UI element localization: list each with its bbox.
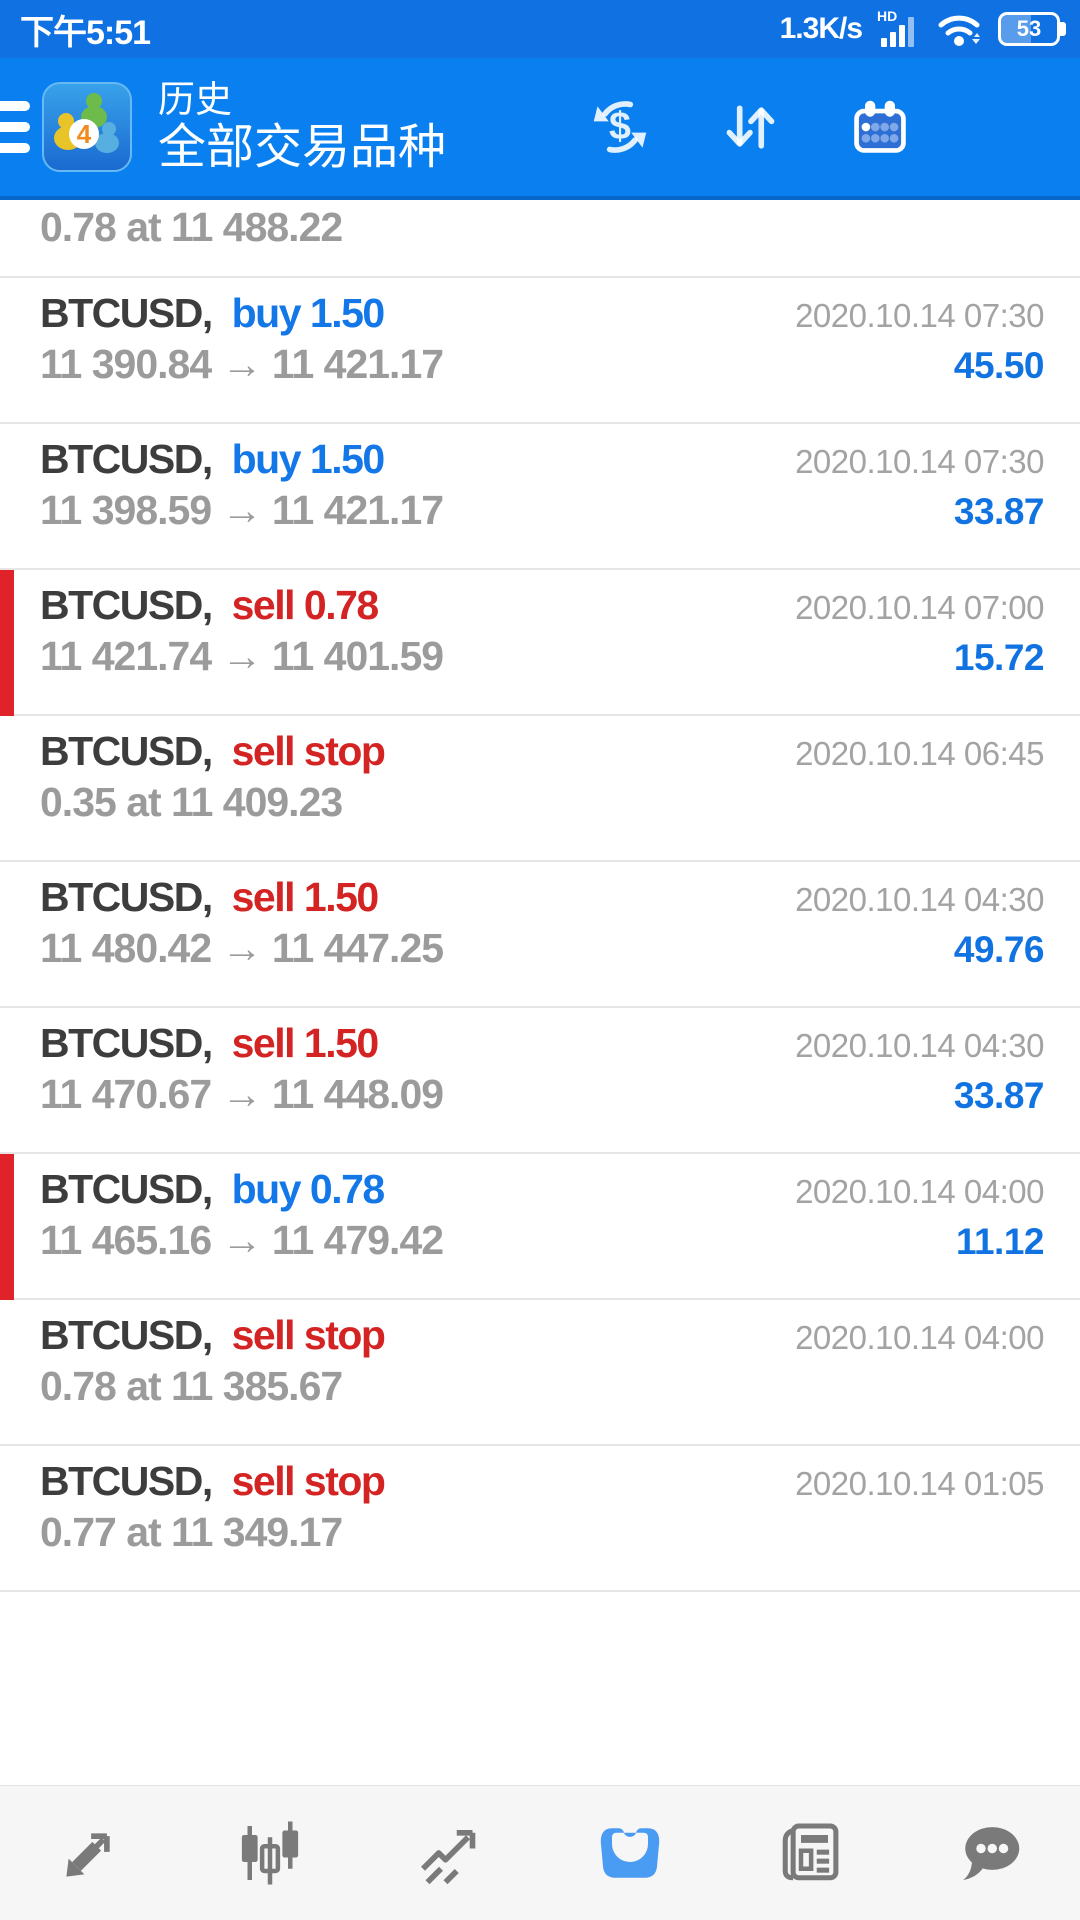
nav-history-icon[interactable] <box>540 1817 720 1889</box>
trade-symbol: BTCUSD, <box>40 436 222 482</box>
trade-datetime: 2020.10.14 07:00 <box>795 589 1044 626</box>
bottom-nav <box>0 1785 1080 1920</box>
battery-level: 53 <box>1016 16 1042 41</box>
trade-datetime: 2020.10.14 04:00 <box>795 1173 1044 1210</box>
trade-profit: 49.76 <box>953 929 1045 970</box>
trade-prices: 11 398.59 → 11 421.17 <box>40 487 444 533</box>
trade-action: sell 0.78 <box>231 582 380 628</box>
nav-news-icon[interactable] <box>720 1817 900 1889</box>
trade-history-row[interactable]: BTCUSD, sell 0.78 2020.10.14 07:00 11 42… <box>0 570 1080 716</box>
trade-prices: 11 421.74 → 11 401.59 <box>40 633 444 679</box>
menu-icon[interactable] <box>0 101 30 153</box>
trade-history-row[interactable]: BTCUSD, buy 1.50 2020.10.14 07:30 11 398… <box>0 424 1080 570</box>
trade-datetime: 2020.10.14 01:05 <box>795 1465 1044 1502</box>
trade-action: sell 1.50 <box>231 1020 380 1066</box>
trade-profit: 11.12 <box>955 1221 1045 1262</box>
trade-action: sell stop <box>231 1458 386 1504</box>
trade-action: buy 1.50 <box>231 290 386 336</box>
trade-datetime: 2020.10.14 04:00 <box>795 1319 1044 1356</box>
nav-charts-icon[interactable] <box>180 1817 360 1889</box>
trade-title: BTCUSD, buy 1.50 <box>40 436 386 483</box>
trade-title: BTCUSD, buy 0.78 <box>40 1166 386 1213</box>
trade-datetime: 2020.10.14 06:45 <box>795 735 1044 772</box>
trade-action: sell 1.50 <box>231 874 380 920</box>
trade-prices: 11 390.84 → 11 421.17 <box>40 341 444 387</box>
calendar-icon[interactable] <box>850 97 910 157</box>
trade-title: BTCUSD, buy 1.50 <box>40 290 386 337</box>
network-speed: 1.3K/s <box>779 12 863 45</box>
trade-title: BTCUSD, sell stop <box>40 1458 386 1505</box>
trade-title: BTCUSD, sell 1.50 <box>40 1020 380 1067</box>
trade-prices: 11 480.42 → 11 447.25 <box>40 925 444 971</box>
trade-prices: 0.78 at 11 385.67 <box>40 1363 343 1409</box>
trade-prices: 0.35 at 11 409.23 <box>40 779 343 825</box>
svg-text:HD: HD <box>877 8 897 24</box>
trade-history-row[interactable]: BTCUSD, buy 1.50 2020.10.14 07:30 11 390… <box>0 278 1080 424</box>
trade-datetime: 2020.10.14 07:30 <box>795 443 1044 480</box>
svg-text:$: $ <box>609 104 631 148</box>
trade-profit: 33.87 <box>953 491 1045 532</box>
status-bar: 下午5:51 1.3K/s HD 53 <box>0 0 1080 58</box>
mt4-app-icon[interactable]: 4 <box>42 82 132 172</box>
trade-symbol: BTCUSD, <box>40 1020 222 1066</box>
trade-profit: 45.50 <box>953 345 1045 386</box>
sort-icon[interactable] <box>720 97 780 157</box>
svg-text:4: 4 <box>77 119 92 149</box>
page-title: 历史 <box>158 79 232 121</box>
trade-datetime: 2020.10.14 07:30 <box>795 297 1044 334</box>
trade-action: sell stop <box>231 728 386 774</box>
trade-profit: 15.72 <box>953 637 1045 678</box>
trade-prices: 0.78 at 11 488.22 <box>40 204 343 250</box>
trade-symbol: BTCUSD, <box>40 874 222 920</box>
trade-prices: 11 465.16 → 11 479.42 <box>40 1217 444 1263</box>
trade-datetime: 2020.10.14 04:30 <box>795 1027 1044 1064</box>
trade-history-row[interactable]: BTCUSD, sell 1.50 2020.10.14 04:30 11 48… <box>0 862 1080 1008</box>
trade-symbol: BTCUSD, <box>40 582 222 628</box>
clock: 下午5:51 <box>20 13 151 52</box>
nav-trend-icon[interactable] <box>360 1817 540 1889</box>
trade-symbol: BTCUSD, <box>40 290 222 336</box>
trade-history-row[interactable]: BTCUSD, sell stop 2020.10.14 01:05 0.77 … <box>0 1446 1080 1592</box>
trade-title: BTCUSD, sell 1.50 <box>40 874 380 921</box>
trade-title: BTCUSD, sell 0.78 <box>40 582 380 629</box>
trade-prices: 11 470.67 → 11 448.09 <box>40 1071 444 1117</box>
nav-trade-icon[interactable] <box>0 1817 180 1889</box>
trade-list: 0.78 at 11 488.22 BTCUSD, buy 1.50 2020.… <box>0 204 1080 1592</box>
trade-history-row[interactable]: BTCUSD, buy 0.78 2020.10.14 04:00 11 465… <box>0 1154 1080 1300</box>
page-subtitle: 全部交易品种 <box>158 120 447 174</box>
trade-title: BTCUSD, sell stop <box>40 1312 386 1359</box>
signal-bars-icon: HD <box>877 8 914 47</box>
trade-symbol: BTCUSD, <box>40 728 222 774</box>
trade-symbol: BTCUSD, <box>40 1166 222 1212</box>
trade-symbol: BTCUSD, <box>40 1312 222 1358</box>
trade-action: buy 1.50 <box>231 436 386 482</box>
app-header: 4 历史 全部交易品种 $ <box>0 58 1080 200</box>
trade-symbol: BTCUSD, <box>40 1458 222 1504</box>
trade-action: buy 0.78 <box>231 1166 386 1212</box>
trade-history-row[interactable]: BTCUSD, sell stop 2020.10.14 06:45 0.35 … <box>0 716 1080 862</box>
trade-history-row[interactable]: 0.78 at 11 488.22 <box>0 204 1080 278</box>
nav-messages-icon[interactable] <box>900 1817 1080 1889</box>
trade-title: BTCUSD, sell stop <box>40 728 386 775</box>
trade-datetime: 2020.10.14 04:30 <box>795 881 1044 918</box>
wifi-icon <box>938 15 980 46</box>
trade-history-row[interactable]: BTCUSD, sell stop 2020.10.14 04:00 0.78 … <box>0 1300 1080 1446</box>
currency-exchange-icon[interactable]: $ <box>590 97 650 157</box>
trade-history-row[interactable]: BTCUSD, sell 1.50 2020.10.14 04:30 11 47… <box>0 1008 1080 1154</box>
battery-icon: 53 <box>998 12 1066 46</box>
trade-prices: 0.77 at 11 349.17 <box>40 1509 343 1555</box>
trade-profit: 33.87 <box>953 1075 1045 1116</box>
trade-action: sell stop <box>231 1312 386 1358</box>
